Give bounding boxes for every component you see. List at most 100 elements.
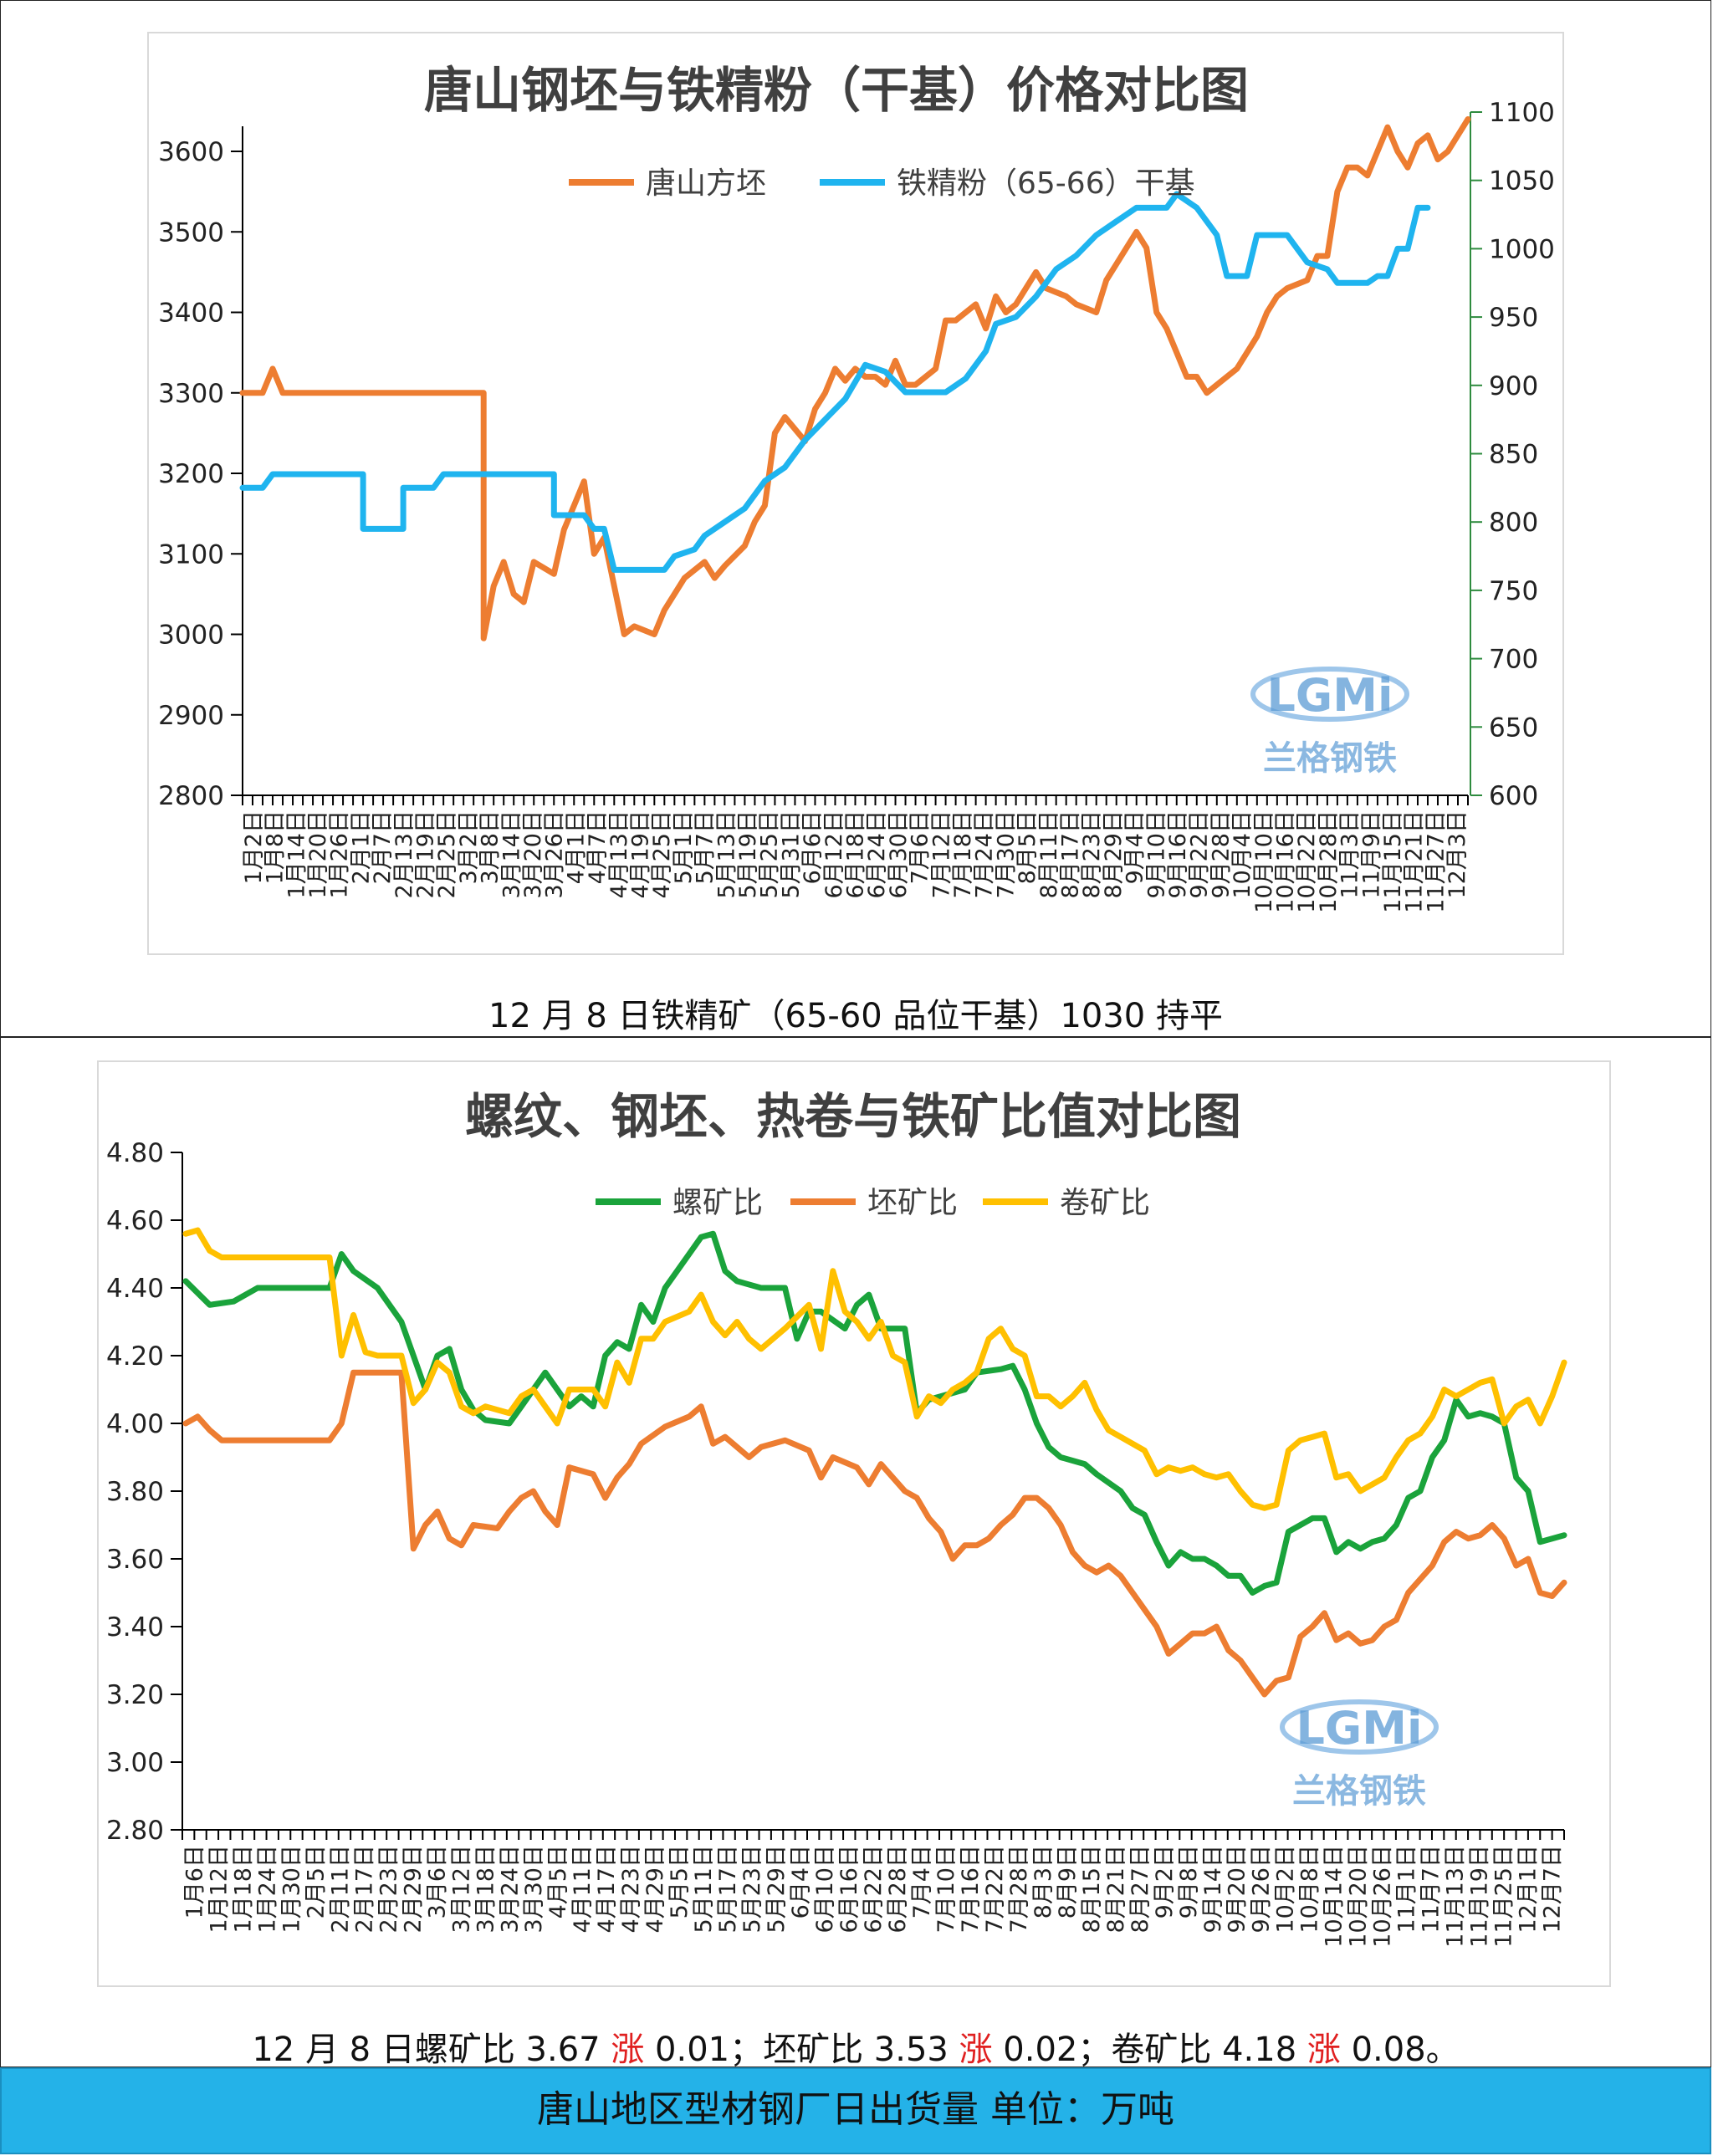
- chart1-y-right-label: 750: [1489, 576, 1538, 606]
- chart1-y-right-label: 650: [1489, 713, 1538, 743]
- chart2-x-tick-label: 3月12日: [448, 1845, 474, 1934]
- chart1-y-right-label: 1000: [1489, 234, 1555, 264]
- chart1-x-tick-label: 11月9日: [1358, 810, 1384, 899]
- chart1-x-tick-label: 7月12日: [928, 810, 954, 899]
- chart2-y-label: 4.20: [106, 1341, 164, 1372]
- footer-bar: 唐山地区型材钢厂日出货量 单位：万吨: [0, 2067, 1711, 2154]
- chart2-x-tick-label: 3月6日: [424, 1845, 450, 1918]
- chart1-watermark-text: 兰格钢铁: [1263, 739, 1397, 778]
- chart2-watermark-ring: [1280, 1699, 1439, 1755]
- chart1-x-tick-label: 4月1日: [563, 810, 589, 884]
- chart2-x-tick-label: 7月28日: [1006, 1845, 1032, 1934]
- chart2-x-tick-label: 7月22日: [982, 1845, 1008, 1934]
- chart2-x-tick-label: 4月11日: [570, 1845, 596, 1934]
- chart2-y-label: 4.00: [106, 1409, 164, 1439]
- chart2-panel: [0, 1037, 1711, 2067]
- chart2-x-tick-label: 4月5日: [545, 1845, 571, 1918]
- chart1-x-tick-label: 2月1日: [348, 810, 374, 884]
- chart2-x-tick-label: 1月18日: [230, 1845, 256, 1934]
- chart1-x-tick-label: 2月13日: [391, 810, 417, 899]
- chart2-x-tick-label: 3月18日: [473, 1845, 499, 1934]
- chart1-x-tick-label: 10月4日: [1230, 810, 1255, 899]
- chart1-y-right-label: 850: [1489, 440, 1538, 470]
- chart2-x-tick-label: 5月11日: [691, 1845, 717, 1934]
- chart1-y-left-label: 2900: [158, 701, 224, 731]
- chart1-x-tick-label: 4月25日: [649, 810, 675, 899]
- chart2-x-tick-label: 1月24日: [254, 1845, 280, 1934]
- chart1-x-tick-label: 9月10日: [1143, 810, 1169, 899]
- chart2-x-tick-label: 8月9日: [1055, 1845, 1081, 1918]
- chart1-x-tick-label: 1月8日: [263, 810, 289, 884]
- caption2-prefix: 12 月 8 日螺矿比 3.67: [252, 2031, 611, 2069]
- chart1-legend-label-1: 唐山方坯: [646, 166, 766, 201]
- chart1-x-tick-label: 9月16日: [1165, 810, 1191, 899]
- chart1-x-tick-label: 6月30日: [886, 810, 912, 899]
- chart1-y-left-label: 3400: [158, 299, 224, 329]
- chart2-x-tick-label: 9月26日: [1249, 1845, 1275, 1934]
- chart2-x-tick-label: 11月25日: [1491, 1845, 1517, 1948]
- chart1-watermark-logo: LGMi: [1267, 669, 1393, 722]
- chart2-x-tick-label: 8月27日: [1128, 1845, 1153, 1934]
- chart2-x-tick-label: 9月8日: [1176, 1845, 1202, 1918]
- chart1-x-tick-label: 7月24日: [972, 810, 998, 899]
- chart1-x-tick-label: 3月14日: [499, 810, 524, 899]
- caption-iron-concentrate: 12 月 8 日铁精矿（65-60 品位干基）1030 持平: [488, 997, 1223, 1035]
- chart2-x-tick-label: 11月7日: [1419, 1845, 1445, 1934]
- chart1-y-left-label: 2800: [158, 781, 224, 811]
- chart1-x-tick-label: 5月1日: [671, 810, 697, 884]
- chart2-watermark-text: 兰格钢铁: [1292, 1772, 1426, 1811]
- chart2-x-tick-label: 10月8日: [1297, 1845, 1323, 1934]
- chart1-x-tick-label: 10月28日: [1316, 810, 1342, 913]
- chart1-x-tick-label: 8月29日: [1101, 810, 1127, 899]
- chart1-y-right-label: 800: [1489, 508, 1538, 538]
- chart1-x-tick-label: 7月18日: [950, 810, 976, 899]
- chart1-y-right-label: 600: [1489, 781, 1538, 811]
- chart2-y-label: 3.40: [106, 1612, 164, 1643]
- chart2-x-tick-label: 9月20日: [1225, 1845, 1250, 1934]
- chart2-x-tick-label: 2月23日: [376, 1845, 401, 1934]
- chart2-x-tick-label: 7月16日: [958, 1845, 984, 1934]
- chart1-x-tick-label: 11月27日: [1423, 810, 1449, 913]
- chart2-x-tick-label: 2月17日: [351, 1845, 377, 1934]
- chart1-x-tick-label: 6月18日: [843, 810, 869, 899]
- chart2-x-tick-label: 11月13日: [1443, 1845, 1469, 1948]
- chart2-x-tick-label: 5月23日: [739, 1845, 765, 1934]
- chart2-x-tick-label: 10月26日: [1370, 1845, 1396, 1948]
- chart1-x-tick-label: 10月16日: [1273, 810, 1299, 913]
- chart2-y-label: 4.40: [106, 1274, 164, 1304]
- chart2-x-tick-label: 10月2日: [1273, 1845, 1299, 1934]
- chart1-y-right-label: 1050: [1489, 166, 1555, 197]
- chart2-x-tick-label: 2月5日: [303, 1845, 329, 1918]
- chart1-x-tick-label: 7月6日: [908, 810, 933, 884]
- caption2-up3: 涨: [1306, 2031, 1341, 2069]
- chart1-x-tick-label: 9月28日: [1208, 810, 1234, 899]
- chart2-x-tick-label: 1月6日: [182, 1845, 207, 1918]
- chart1-x-tick-label: 5月25日: [757, 810, 783, 899]
- chart1-x-tick-label: 11月3日: [1337, 810, 1363, 899]
- chart2-y-label: 3.20: [106, 1680, 164, 1710]
- chart1-x-tick-label: 9月22日: [1187, 810, 1213, 899]
- chart1-y-right-label: 900: [1489, 371, 1538, 401]
- chart2-x-tick-label: 1月30日: [279, 1845, 304, 1934]
- chart1-series-2-line: [239, 191, 1431, 573]
- chart1-x-tick-label: 8月11日: [1036, 810, 1062, 899]
- chart2-x-tick-label: 8月15日: [1079, 1845, 1105, 1934]
- chart1-y-left-label: 3200: [158, 459, 224, 489]
- chart1-x-tick-label: 3月2日: [456, 810, 482, 884]
- chart1-x-tick-label: 1月20日: [305, 810, 331, 899]
- chart1-x-tick-label: 1月26日: [327, 810, 353, 899]
- caption2-part3: 0.02；卷矿比 4.18: [992, 2031, 1307, 2069]
- caption2-up1: 涨: [611, 2031, 645, 2069]
- chart1-y-left-label: 3000: [158, 621, 224, 651]
- chart2-legend-label-2: 坯矿比: [867, 1186, 958, 1220]
- chart2-x-tick-label: 10月20日: [1346, 1845, 1372, 1948]
- chart1-x-tick-label: 1月14日: [284, 810, 309, 899]
- chart1-y-right-label: 700: [1489, 645, 1538, 675]
- chart2-y-label: 4.80: [106, 1138, 164, 1168]
- chart2-series-2-line: [182, 1369, 1567, 1698]
- chart1-x-tick-label: 2月7日: [370, 810, 396, 884]
- chart1-y-right-label: 1100: [1489, 98, 1555, 128]
- chart1-x-tick-label: 8月23日: [1079, 810, 1105, 899]
- chart1-x-tick-label: 6月12日: [821, 810, 847, 899]
- chart2-x-tick-label: 6月28日: [885, 1845, 911, 1934]
